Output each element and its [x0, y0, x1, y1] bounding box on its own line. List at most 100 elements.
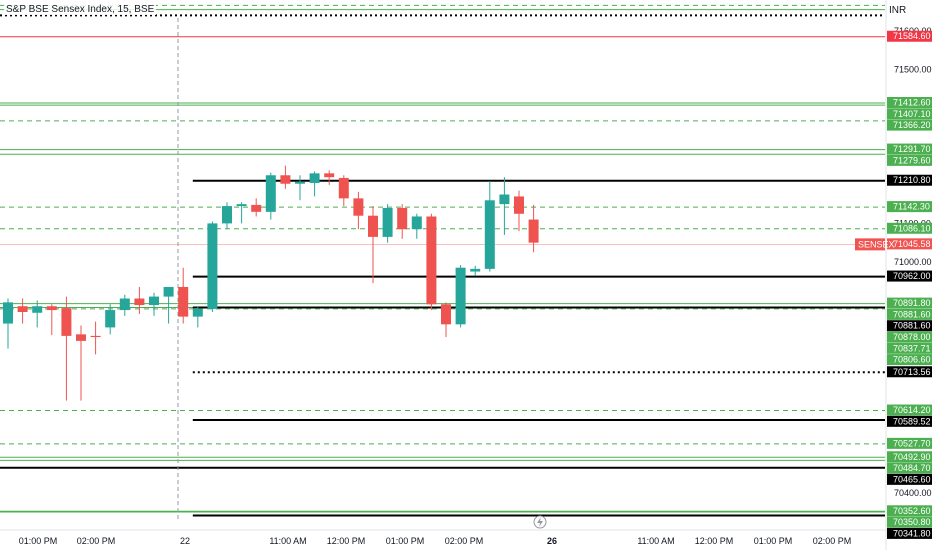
- levels-layer: [0, 4, 885, 517]
- candle-body: [163, 286, 174, 297]
- price-tag: [887, 30, 932, 42]
- price-tag-label: 70352.60: [893, 506, 931, 516]
- price-tag: [887, 451, 932, 463]
- candle-body: [192, 308, 203, 317]
- price-tag: [887, 238, 932, 250]
- candle-body: [61, 308, 72, 336]
- candle-body: [178, 286, 189, 317]
- time-tick-label: 12:00 PM: [695, 536, 734, 546]
- price-tag-label: 71584.60: [893, 31, 931, 41]
- candle-body: [3, 302, 13, 324]
- candle-body: [134, 298, 145, 306]
- candle-body: [207, 223, 218, 309]
- price-tag: [887, 174, 932, 186]
- candle-body: [353, 198, 364, 216]
- price-tag-label: 71366.20: [893, 120, 931, 130]
- candle-body: [324, 173, 335, 178]
- candles-layer: [3, 165, 539, 401]
- candle-body: [222, 206, 232, 224]
- time-tick-label: 01:00 PM: [19, 536, 58, 546]
- time-tick-label: 01:00 PM: [386, 536, 425, 546]
- price-tag: [887, 366, 932, 378]
- lightning-icon[interactable]: [533, 515, 547, 529]
- time-tick-label: 01:00 PM: [754, 536, 793, 546]
- price-tag: [887, 331, 932, 343]
- candle-body: [338, 177, 349, 199]
- currency-label[interactable]: INR: [889, 5, 907, 16]
- candle-body: [295, 181, 305, 184]
- price-tag-label: 70341.80: [893, 528, 931, 538]
- price-tag-label: 71279.60: [893, 155, 931, 165]
- price-tag-label: 70962.00: [893, 271, 931, 281]
- candle-body: [265, 175, 276, 212]
- price-tag: [887, 297, 932, 309]
- candle-body: [368, 215, 378, 237]
- candle-body: [484, 200, 495, 269]
- price-tag: [887, 342, 932, 354]
- price-axis[interactable]: 71600.0071500.0071100.0071000.0070400.00…: [855, 0, 932, 550]
- price-tick-label: 70400.00: [894, 488, 932, 498]
- candle-body: [105, 310, 116, 328]
- price-tag: [887, 143, 932, 155]
- price-tag-label: 70614.20: [893, 405, 931, 415]
- candle-body: [280, 175, 291, 184]
- price-tag: [887, 154, 932, 166]
- candle-body: [90, 335, 101, 338]
- candle-body: [17, 306, 28, 312]
- time-tick-label: 11:00 AM: [637, 536, 674, 546]
- candle-body: [46, 306, 57, 311]
- price-tag-label: 71086.10: [893, 223, 931, 233]
- candle-body: [119, 298, 130, 311]
- price-tag-label: 70837.71: [893, 343, 931, 353]
- price-tag: [887, 119, 932, 131]
- price-tag: [887, 462, 932, 474]
- price-tag-label: 70350.80: [893, 517, 931, 527]
- candle-body: [455, 267, 466, 325]
- price-tag: [887, 404, 932, 416]
- candle-body: [514, 196, 524, 214]
- misc-layer: [533, 515, 547, 529]
- time-tick-label: 02:00 PM: [77, 536, 116, 546]
- candle-body: [499, 194, 510, 205]
- price-tag: [887, 437, 932, 449]
- candle-body: [470, 268, 481, 272]
- time-tick-label: 12:00 PM: [327, 536, 366, 546]
- price-tag-label: 70465.60: [893, 474, 931, 484]
- price-tag-label: 71142.30: [893, 202, 930, 212]
- price-tag-label: 71045.58: [893, 239, 931, 249]
- price-tag-label: 70878.00: [893, 332, 931, 342]
- current-price-badge-label: SENSEX: [858, 239, 895, 249]
- price-tag-label: 70881.60: [893, 309, 931, 319]
- time-tick-label: 11:00 AM: [269, 536, 306, 546]
- price-tag-label: 70484.70: [893, 463, 931, 473]
- price-tick-label: 71000.00: [894, 257, 932, 267]
- time-tick-label: 26: [547, 536, 557, 546]
- price-tag: [887, 320, 932, 332]
- price-tag-label: 70713.56: [893, 367, 931, 377]
- candle-body: [32, 306, 43, 313]
- candle-body: [426, 216, 437, 305]
- price-tag: [887, 354, 932, 366]
- price-tag: [887, 96, 932, 108]
- price-tag-label: 70589.52: [893, 416, 931, 426]
- candle-body: [236, 204, 247, 207]
- price-tag-label: 70492.90: [893, 452, 931, 462]
- price-tag: [887, 108, 932, 120]
- price-tag: [887, 201, 932, 213]
- price-tag: [887, 505, 932, 517]
- candle-body: [441, 304, 451, 325]
- time-axis[interactable]: 01:00 PM 02:00 PM 22 11:00 AM 12:00 PM 01:00 …: [0, 529, 886, 546]
- price-tag-label: 71412.60: [893, 97, 931, 107]
- candle-body: [149, 296, 159, 306]
- candle-body: [309, 173, 320, 183]
- price-tag-label: 71407.10: [893, 109, 931, 119]
- time-tick-label: 02:00 PM: [813, 536, 852, 546]
- candle-body: [382, 208, 393, 237]
- price-tag-label: 70527.70: [893, 438, 931, 448]
- candle-body: [528, 219, 539, 243]
- current-price-badge: [855, 238, 885, 251]
- price-tag-label: 70881.60: [893, 321, 931, 331]
- candle-body: [397, 208, 408, 230]
- chart-title: S&P BSE Sensex Index, 15, BSE: [4, 4, 157, 15]
